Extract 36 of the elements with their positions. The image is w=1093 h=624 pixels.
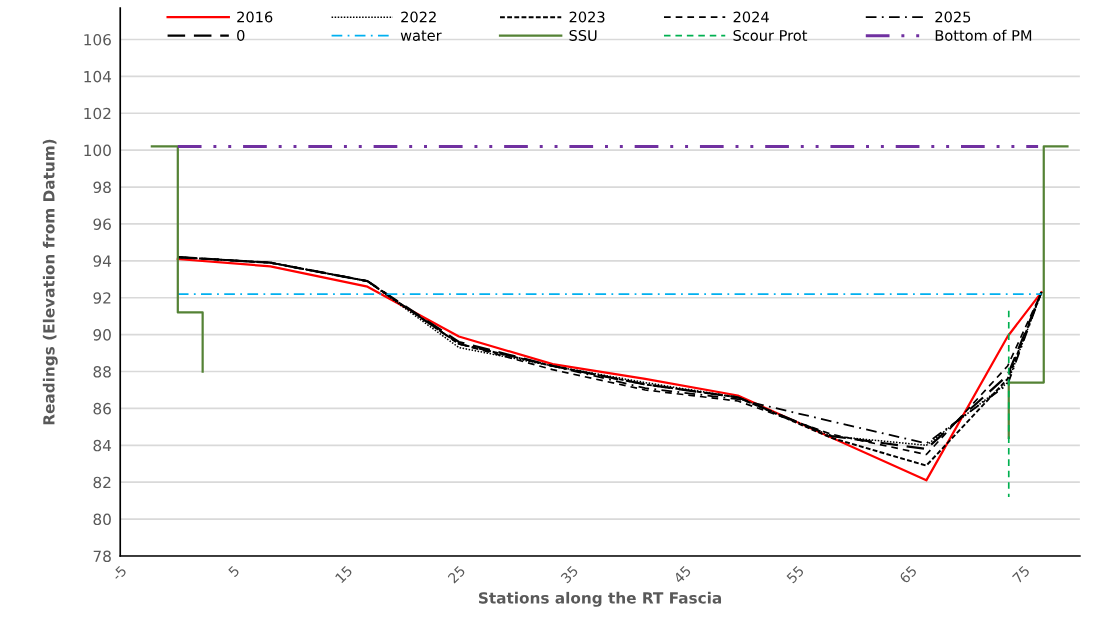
x-tick-label: 5 [227,565,240,578]
y-tick-label: 104 [84,70,112,83]
y-tick-label: 106 [84,33,111,46]
y-tick-label: 96 [93,218,111,230]
legend-label: 2016 [237,11,273,23]
y-tick-label: 78 [93,550,111,563]
x-tick-label: 25 [447,565,466,584]
x-tick-label: 55 [786,565,805,584]
legend-label: SSU [569,29,597,41]
y-tick-label: 84 [93,439,112,452]
y-tick-label: 86 [93,402,111,415]
y-tick-label: 102 [84,107,111,120]
y-axis-title: Readings (Elevation from Datum) [42,139,58,425]
x-axis-title: Stations along the RT Fascia [478,591,722,607]
y-tick-label: 98 [93,181,111,194]
y-tick-label: 80 [93,513,111,526]
y-tick-label: 90 [93,329,111,341]
x-tick-label: 15 [334,565,353,584]
legend-label: 0 [237,29,245,41]
x-tick-label: 75 [1012,565,1031,584]
x-tick-label: 35 [560,565,579,584]
legend-label: 2024 [733,11,769,23]
legend-label: Bottom of PM [935,29,1032,41]
y-tick-label: 94 [93,255,112,267]
legend-label: 2025 [935,11,971,23]
y-tick-label: 92 [93,292,111,304]
legend-label: water [400,30,442,41]
x-tick-label: 65 [898,565,918,584]
y-tick-label: 100 [84,144,111,157]
legend-label: 2023 [569,11,605,23]
x-tick-label: -5 [111,565,127,582]
legend-label: Scour Prot [733,29,808,41]
x-tick-label: 45 [673,565,692,584]
y-tick-label: 88 [93,365,111,378]
y-tick-label: 82 [93,476,111,489]
legend-label: 2022 [401,11,436,23]
